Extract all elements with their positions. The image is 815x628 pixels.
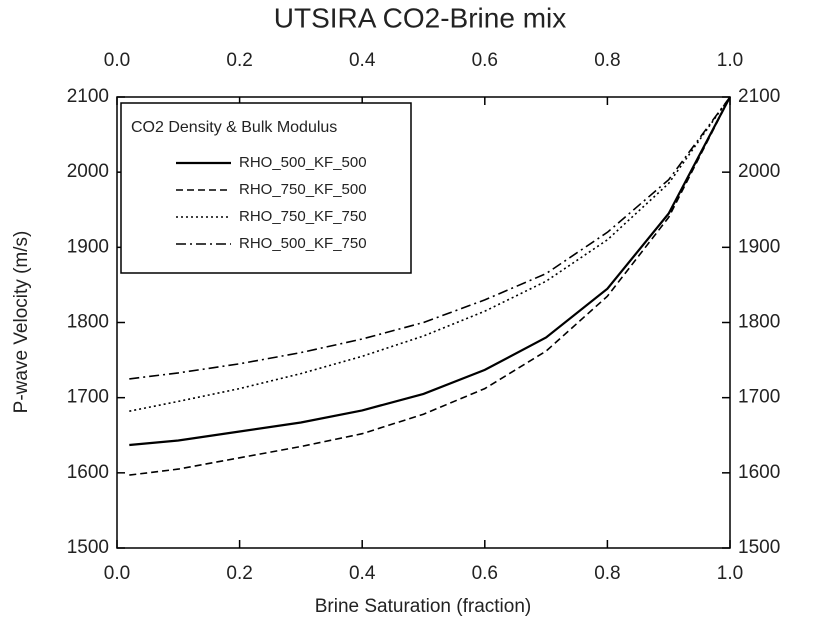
y-axis-label: P-wave Velocity (m/s) — [11, 231, 32, 414]
y-right-tick-label: 2000 — [738, 161, 780, 182]
x-top-tick-label: 0.2 — [226, 50, 252, 71]
legend-title: CO2 Density & Bulk Modulus — [131, 119, 337, 136]
x-axis-label: Brine Saturation (fraction) — [315, 596, 532, 617]
x-tick-label: 0.4 — [349, 563, 376, 584]
series-line — [129, 96, 731, 476]
x-top-tick-label: 0.4 — [349, 50, 376, 71]
legend-label: RHO_750_KF_750 — [239, 208, 367, 225]
y-tick-label: 1800 — [67, 312, 109, 333]
y-tick-label: 2100 — [67, 86, 109, 107]
y-right-tick-label: 1500 — [738, 537, 780, 558]
legend-box — [120, 102, 412, 274]
x-tick-label: 0.8 — [594, 563, 620, 584]
y-right-tick-label: 1800 — [738, 312, 780, 333]
y-right-tick-label: 1700 — [738, 387, 780, 408]
y-tick-label: 1600 — [67, 462, 109, 483]
y-right-tick-label: 1900 — [738, 236, 780, 257]
legend-label: RHO_750_KF_500 — [239, 181, 367, 198]
y-tick-label: 1700 — [67, 387, 109, 408]
series-line — [129, 96, 731, 447]
x-tick-label: 1.0 — [717, 563, 743, 584]
x-top-tick-label: 0.0 — [104, 50, 130, 71]
legend-label: RHO_500_KF_500 — [239, 154, 367, 171]
x-tick-label: 0.0 — [104, 563, 130, 584]
y-tick-label: 2000 — [67, 161, 109, 182]
series-line — [129, 96, 731, 412]
y-right-tick-label: 1600 — [738, 462, 780, 483]
x-tick-label: 0.2 — [226, 563, 252, 584]
legend-label: RHO_500_KF_750 — [239, 235, 367, 252]
y-tick-label: 1500 — [67, 537, 109, 558]
x-top-tick-label: 0.8 — [594, 50, 620, 71]
chart-title: UTSIRA CO2-Brine mix — [274, 2, 567, 33]
x-top-tick-label: 0.6 — [472, 50, 498, 71]
x-top-tick-label: 1.0 — [717, 50, 743, 71]
y-right-tick-label: 2100 — [738, 86, 780, 107]
y-tick-label: 1900 — [67, 236, 109, 257]
x-tick-label: 0.6 — [472, 563, 498, 584]
